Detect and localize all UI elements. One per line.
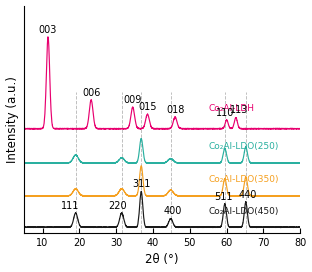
Text: 511: 511 [214, 191, 232, 202]
Text: 220: 220 [109, 201, 127, 211]
Text: 009: 009 [124, 95, 142, 105]
Text: 400: 400 [163, 206, 182, 217]
Text: Co₂Al-LDO(450): Co₂Al-LDO(450) [208, 207, 279, 216]
Text: Co₂Al-LDH: Co₂Al-LDH [208, 104, 254, 113]
Text: 015: 015 [138, 102, 157, 112]
X-axis label: 2θ (°): 2θ (°) [145, 254, 179, 267]
Text: 440: 440 [238, 190, 257, 200]
Text: 110: 110 [216, 108, 234, 118]
Y-axis label: Intensity (a.u.): Intensity (a.u.) [6, 76, 18, 163]
Text: 311: 311 [132, 179, 150, 189]
Text: 113: 113 [230, 106, 249, 115]
Text: 018: 018 [166, 105, 184, 115]
Text: 003: 003 [39, 25, 57, 35]
Text: Co₂Al-LDO(350): Co₂Al-LDO(350) [208, 175, 279, 184]
Text: Co₂Al-LDO(250): Co₂Al-LDO(250) [208, 143, 279, 152]
Text: 111: 111 [61, 201, 79, 211]
Text: 006: 006 [82, 88, 100, 98]
